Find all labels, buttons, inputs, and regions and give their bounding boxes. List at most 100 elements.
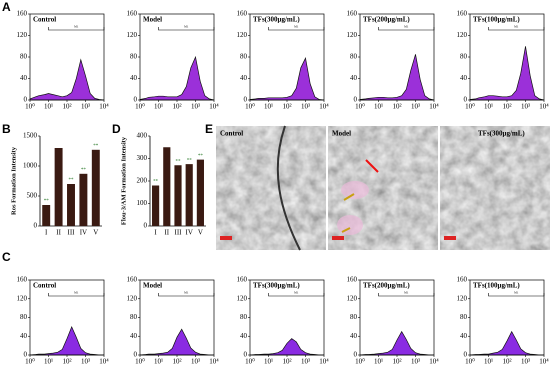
gate-marker — [488, 27, 545, 31]
x-tick-label: 10¹ — [154, 358, 163, 366]
x-tick-label: V — [93, 229, 98, 237]
image-title: Model — [332, 130, 351, 138]
image-title: Control — [220, 130, 243, 138]
gate-marker — [268, 293, 325, 297]
x-tick-label: 10¹ — [44, 103, 53, 111]
arrow — [341, 227, 351, 233]
y-tick-label: 400 — [137, 132, 148, 140]
x-tick-label: 10³ — [191, 358, 200, 366]
x-tick-label: 10⁴ — [99, 358, 109, 366]
x-tick-label: 10⁴ — [429, 103, 439, 111]
gate-marker — [268, 27, 325, 31]
y-tick-label: 80 — [130, 313, 138, 321]
bar — [79, 173, 88, 226]
y-tick-label: 120 — [17, 294, 28, 302]
gate-label: M1 — [294, 25, 299, 29]
significance: ** — [176, 159, 182, 164]
y-tick-label: 120 — [237, 31, 248, 39]
x-tick-label: V — [198, 229, 203, 237]
plot-frame — [359, 279, 435, 356]
plot-frame — [139, 279, 215, 356]
x-tick-label: 10³ — [301, 103, 310, 111]
x-tick-label: 10⁰ — [465, 103, 475, 111]
bar — [196, 159, 204, 226]
x-tick-label: 10¹ — [484, 103, 493, 111]
x-tick-label: 10¹ — [374, 103, 383, 111]
y-tick-label: 80 — [350, 53, 358, 61]
x-tick-label: 10⁰ — [25, 358, 35, 366]
y-tick-label: 120 — [127, 294, 138, 302]
gate-marker — [378, 293, 435, 297]
y-tick-label: 160 — [237, 276, 248, 284]
x-tick-label: III — [68, 229, 76, 237]
highlight — [337, 215, 363, 235]
bar — [42, 205, 51, 226]
panel-label: B — [2, 122, 11, 136]
x-tick-label: II — [164, 229, 169, 237]
x-tick-label: 10⁴ — [429, 358, 439, 366]
tem-image: Control — [216, 125, 326, 251]
y-tick-label: 120 — [17, 31, 28, 39]
y-tick-label: 0 — [134, 96, 138, 104]
y-tick-label: 0 — [24, 351, 28, 359]
x-tick-label: 10² — [282, 358, 291, 366]
y-tick-label: 160 — [17, 276, 28, 284]
gate-label: M1 — [404, 25, 409, 29]
gate-label: M1 — [184, 25, 189, 29]
y-tick-label: 1000 — [23, 162, 38, 170]
significance: ** — [81, 168, 87, 173]
y-tick-label: 160 — [347, 10, 358, 18]
plot-frame — [359, 13, 435, 101]
x-tick-label: 10⁰ — [355, 358, 365, 366]
x-tick-label: 10⁴ — [209, 103, 219, 111]
y-tick-label: 80 — [240, 313, 248, 321]
x-tick-label: 10⁴ — [319, 103, 329, 111]
arrow — [343, 193, 355, 201]
x-tick-label: 10³ — [301, 358, 310, 366]
chart-title: Model — [143, 16, 162, 24]
x-tick-label: 10¹ — [484, 358, 493, 366]
x-tick-label: 10⁴ — [539, 358, 549, 366]
x-tick-label: I — [154, 229, 157, 237]
tem-image: Model — [328, 126, 438, 250]
plot-frame — [139, 13, 215, 101]
chart-title: TFs(200μg/mL) — [363, 16, 410, 24]
histogram-area — [249, 338, 324, 356]
gate-marker — [48, 27, 105, 31]
y-axis-label: Ros Formation Intensity — [10, 146, 17, 215]
plot-frame — [249, 13, 325, 101]
gate-label: M1 — [294, 291, 299, 295]
y-tick-label: 40 — [350, 332, 358, 340]
x-tick-label: 10⁰ — [135, 103, 145, 111]
x-tick-label: IV — [80, 229, 87, 237]
plot-frame — [29, 13, 105, 101]
x-tick-label: 10³ — [521, 103, 530, 111]
x-tick-label: 10² — [502, 103, 511, 111]
image-title: TFs(300μg/mL) — [478, 130, 525, 138]
y-tick-label: 120 — [457, 31, 468, 39]
x-tick-label: II — [56, 229, 61, 237]
chart-title: TFs(100μg/mL) — [473, 16, 520, 24]
x-tick-label: 10⁴ — [99, 103, 109, 111]
y-tick-label: 120 — [347, 31, 358, 39]
y-tick-label: 0 — [464, 96, 468, 104]
y-tick-label: 500 — [27, 192, 38, 200]
y-tick-label: 80 — [460, 53, 468, 61]
y-tick-label: 0 — [244, 96, 248, 104]
y-tick-label: 0 — [144, 222, 148, 230]
x-tick-label: 10² — [502, 358, 511, 366]
arrow — [365, 159, 379, 173]
significance: ** — [93, 144, 99, 149]
significance: ** — [198, 154, 204, 159]
y-tick-label: 40 — [460, 332, 468, 340]
gate-label: M1 — [514, 25, 519, 29]
x-tick-label: 10² — [282, 103, 291, 111]
x-tick-label: 10¹ — [264, 103, 273, 111]
y-tick-label: 160 — [347, 276, 358, 284]
bar — [174, 165, 182, 226]
chart-title: Control — [33, 16, 56, 24]
x-tick-label: 10¹ — [264, 358, 273, 366]
gate-label: M1 — [514, 291, 519, 295]
gate-marker — [158, 27, 215, 31]
